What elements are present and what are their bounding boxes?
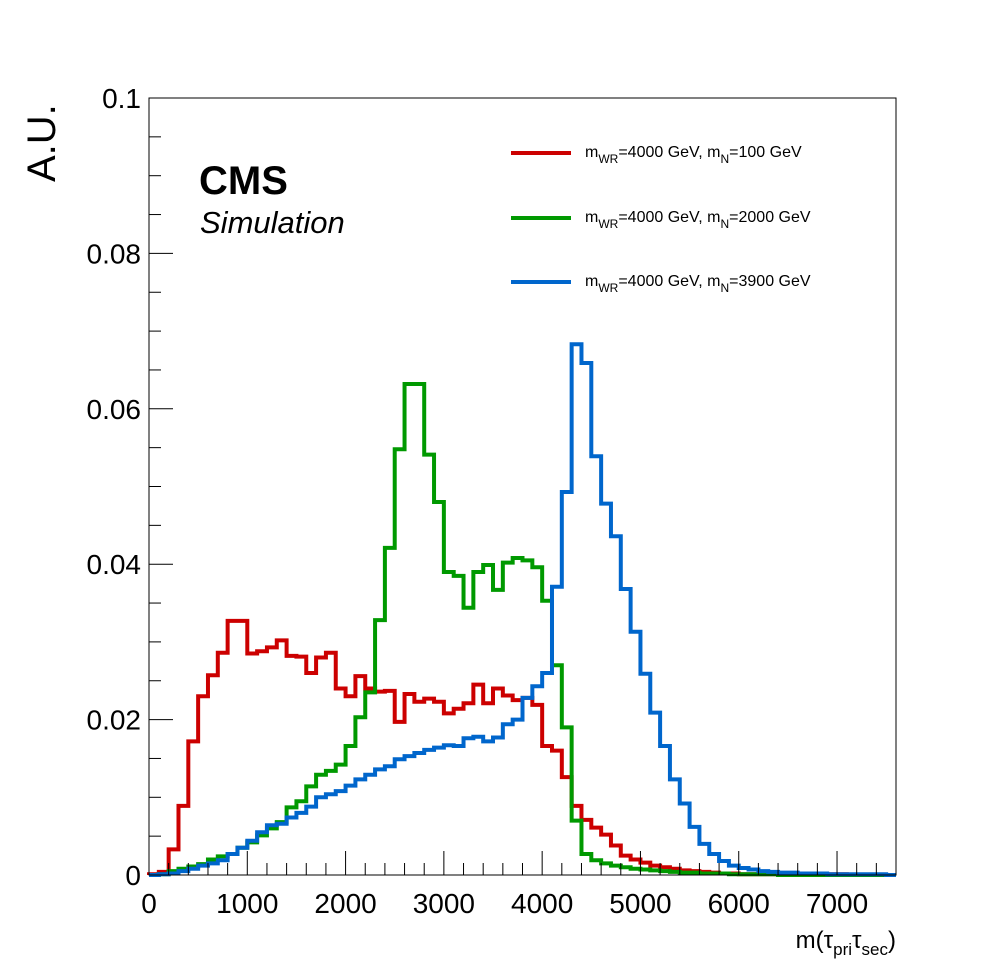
x-tick-label: 6000: [708, 888, 770, 919]
x-tick-label: 3000: [413, 888, 475, 919]
x-axis-title: m(τpriτsec): [796, 927, 896, 959]
legend-label-1: mWR=4000 GeV, mN=100 GeV: [585, 144, 802, 166]
y-axis-title: A.U.: [20, 104, 64, 182]
ticks-layer: [148, 97, 897, 876]
legend: mWR=4000 GeV, mN=100 GeV mWR=4000 GeV, mN…: [511, 144, 811, 295]
labels-layer: 0 1000 2000 3000 4000 5000 6000 7000 0 0.02 0.04 0.…: [87, 83, 869, 919]
legend-label-3: mWR=4000 GeV, mN=3900 GeV: [585, 273, 811, 295]
x-tick-label: 2000: [314, 888, 376, 919]
y-tick-label: 0: [125, 860, 141, 891]
x-tick-label: 0: [141, 888, 157, 919]
x-tick-label: 7000: [806, 888, 868, 919]
x-tick-label: 5000: [609, 888, 671, 919]
simulation-label: Simulation: [200, 205, 345, 240]
legend-label-2: mWR=4000 GeV, mN=2000 GeV: [585, 209, 811, 231]
cms-label: CMS: [199, 159, 288, 203]
y-tick-label: 0.04: [87, 549, 142, 580]
y-tick-label: 0.06: [87, 394, 142, 425]
y-tick-label: 0.02: [87, 705, 142, 736]
y-tick-label: 0.1: [102, 83, 141, 114]
x-tick-label: 1000: [216, 888, 278, 919]
x-tick-label: 4000: [511, 888, 573, 919]
y-tick-label: 0.08: [87, 238, 142, 269]
